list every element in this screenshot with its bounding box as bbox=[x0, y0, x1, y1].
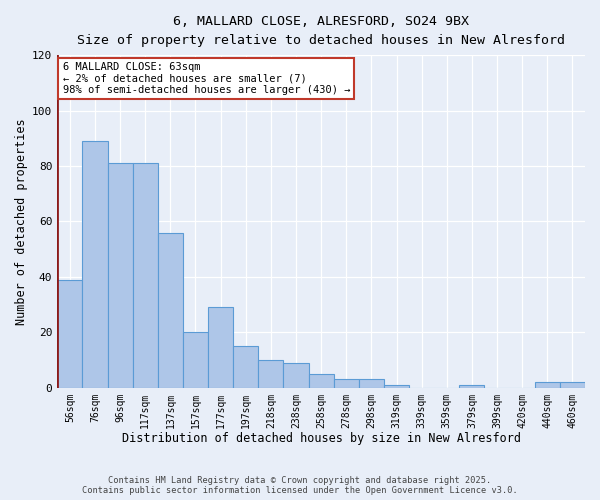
Bar bbox=[57, 280, 82, 388]
Bar bbox=[107, 163, 133, 388]
Text: Contains HM Land Registry data © Crown copyright and database right 2025.
Contai: Contains HM Land Registry data © Crown c… bbox=[82, 476, 518, 495]
Bar bbox=[208, 308, 233, 388]
Y-axis label: Number of detached properties: Number of detached properties bbox=[15, 118, 28, 324]
Bar bbox=[460, 385, 484, 388]
Bar bbox=[283, 363, 308, 388]
Bar bbox=[359, 380, 384, 388]
Bar bbox=[259, 360, 283, 388]
Bar bbox=[133, 163, 158, 388]
Bar bbox=[82, 141, 107, 388]
Bar bbox=[233, 346, 259, 388]
Title: 6, MALLARD CLOSE, ALRESFORD, SO24 9BX
Size of property relative to detached hous: 6, MALLARD CLOSE, ALRESFORD, SO24 9BX Si… bbox=[77, 15, 565, 47]
Bar bbox=[384, 385, 409, 388]
Bar bbox=[308, 374, 334, 388]
Bar bbox=[560, 382, 585, 388]
X-axis label: Distribution of detached houses by size in New Alresford: Distribution of detached houses by size … bbox=[122, 432, 521, 445]
Bar bbox=[535, 382, 560, 388]
Bar bbox=[183, 332, 208, 388]
Bar bbox=[334, 380, 359, 388]
Text: 6 MALLARD CLOSE: 63sqm
← 2% of detached houses are smaller (7)
98% of semi-detac: 6 MALLARD CLOSE: 63sqm ← 2% of detached … bbox=[62, 62, 350, 95]
Bar bbox=[158, 232, 183, 388]
